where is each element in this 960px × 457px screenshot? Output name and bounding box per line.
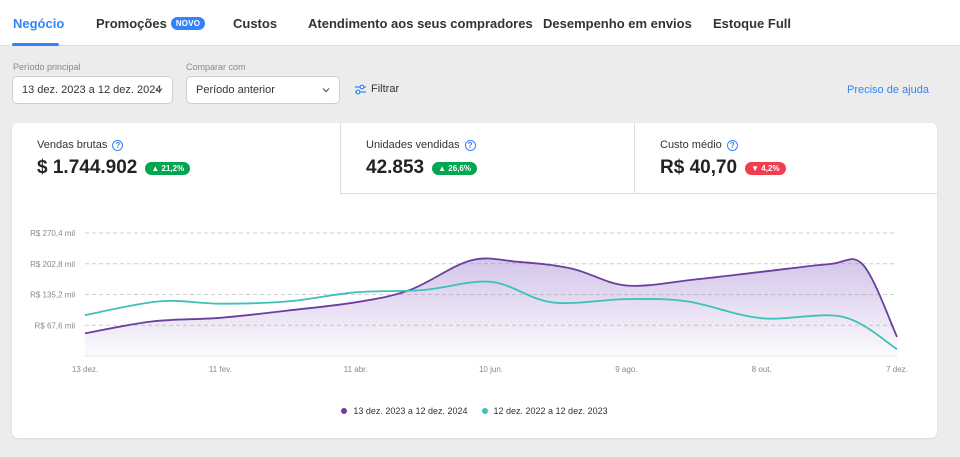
kpi-value: 42.853 xyxy=(366,157,425,178)
active-tab-indicator xyxy=(12,43,59,46)
series-area-current xyxy=(85,258,897,356)
x-tick-label: 7 dez. xyxy=(886,365,908,374)
change-badge: ▼ 4,2% xyxy=(745,161,786,175)
tab-promocoes[interactable]: Promoções NOVO xyxy=(96,16,206,31)
legend-item-current[interactable]: 13 dez. 2023 a 12 dez. 2024 xyxy=(341,406,468,416)
tab-custos[interactable]: Custos xyxy=(233,16,278,31)
help-link[interactable]: Preciso de ajuda xyxy=(847,84,929,96)
kpi-value: $ 1.744.902 xyxy=(37,157,138,178)
legend-item-previous[interactable]: 12 dez. 2022 a 12 dez. 2023 xyxy=(481,406,608,416)
x-tick-label: 10 jun. xyxy=(479,365,503,374)
x-tick-label: 11 abr. xyxy=(344,365,368,374)
kpi-title: Unidades vendidas xyxy=(366,139,460,151)
chevron-down-icon xyxy=(155,88,163,93)
help-icon[interactable]: ? xyxy=(464,139,476,151)
main-period-value: 13 dez. 2023 a 12 dez. 2024 xyxy=(22,84,162,96)
kpi-divider xyxy=(634,123,635,194)
compare-label: Comparar com xyxy=(186,62,246,72)
sales-line-chart: R$ 67,6 mil R$ 135,2 mil R$ 202,8 mil R$ 27… xyxy=(30,229,908,374)
tab-estoque-full[interactable]: Estoque Full xyxy=(713,16,791,31)
kpi-title: Vendas brutas xyxy=(37,139,108,151)
tab-desempenho-envios[interactable]: Desempenho em envios xyxy=(543,16,692,31)
y-tick-label: R$ 67,6 mil xyxy=(35,321,76,330)
change-badge: ▲ 21,2% xyxy=(145,161,191,175)
legend-dot xyxy=(481,408,488,414)
legend-label: 12 dez. 2022 a 12 dez. 2023 xyxy=(493,406,608,416)
kpi-unidades-vendidas[interactable]: Unidades vendidas? 42.853 ▲ 26,6% xyxy=(341,123,634,194)
kpi-value: R$ 40,70 xyxy=(660,157,738,178)
tab-atendimento[interactable]: Atendimento aos seus compradores xyxy=(308,16,533,31)
y-tick-label: R$ 270,4 mil xyxy=(30,229,75,238)
filter-button[interactable]: Filtrar xyxy=(354,83,399,95)
main-period-label: Período principal xyxy=(13,62,81,72)
x-tick-label: 8 out. xyxy=(752,365,772,374)
kpi-vendas-brutas[interactable]: Vendas brutas? $ 1.744.902 ▲ 21,2% xyxy=(12,123,340,194)
compare-select[interactable]: Período anterior xyxy=(186,76,340,104)
series-line-previous xyxy=(84,280,898,350)
new-badge: NOVO xyxy=(170,17,206,30)
y-tick-label: R$ 202,8 mil xyxy=(30,260,75,269)
x-tick-label: 11 fev. xyxy=(209,365,232,374)
help-icon[interactable]: ? xyxy=(112,139,124,151)
legend-label: 13 dez. 2023 a 12 dez. 2024 xyxy=(353,406,468,416)
filter-sliders-icon xyxy=(355,84,366,94)
change-badge: ▲ 26,6% xyxy=(432,161,477,175)
compare-value: Período anterior xyxy=(196,84,275,96)
kpi-custo-medio[interactable]: Custo médio? R$ 40,70 ▼ 4,2% xyxy=(635,123,937,194)
chevron-down-icon xyxy=(322,88,330,93)
kpi-title: Custo médio xyxy=(660,139,722,151)
top-tab-bar: Negócio Promoções NOVO Custos Atendimento… xyxy=(0,0,960,46)
tab-promocoes-label: Promoções xyxy=(96,16,167,31)
kpi-divider xyxy=(340,123,341,194)
metrics-card: Vendas brutas? $ 1.744.902 ▲ 21,2% Unidad… xyxy=(12,123,937,438)
series-line-current xyxy=(84,257,898,338)
x-tick-label: 13 dez. xyxy=(72,365,98,374)
tab-negocio[interactable]: Negócio xyxy=(13,16,65,31)
chart-legend: 13 dez. 2023 a 12 dez. 2024 12 dez. 2022… xyxy=(12,406,937,416)
x-tick-label: 9 ago. xyxy=(615,365,637,374)
legend-dot xyxy=(341,408,348,414)
filter-label: Filtrar xyxy=(371,83,400,95)
y-tick-label: R$ 135,2 mil xyxy=(30,291,75,300)
help-icon[interactable]: ? xyxy=(726,139,738,151)
main-period-select[interactable]: 13 dez. 2023 a 12 dez. 2024 xyxy=(12,76,173,104)
